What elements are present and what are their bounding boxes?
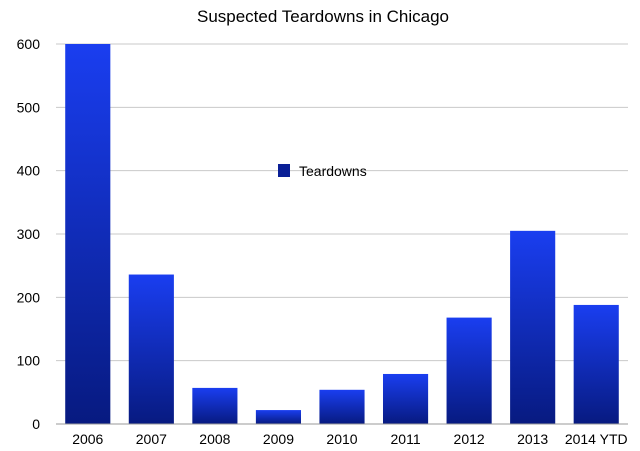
bar-2010 xyxy=(319,389,365,424)
y-tick-label: 0 xyxy=(32,416,40,432)
bar-2014-ytd xyxy=(573,304,619,424)
bar-2012 xyxy=(446,317,492,424)
legend-label-teardowns: Teardowns xyxy=(299,163,367,179)
y-tick-label: 600 xyxy=(17,36,41,52)
bars xyxy=(65,44,619,424)
x-tick-label: 2014 YTD xyxy=(565,431,628,447)
bar-2008 xyxy=(192,387,238,424)
x-tick-label: 2007 xyxy=(136,431,167,447)
chart-title: Suspected Teardowns in Chicago xyxy=(197,7,449,26)
legend: Teardowns xyxy=(278,163,367,179)
x-tick-label: 2010 xyxy=(326,431,357,447)
x-tick-label: 2013 xyxy=(517,431,548,447)
bar-2009 xyxy=(255,410,302,424)
bar-2006 xyxy=(65,44,111,424)
y-tick-label: 300 xyxy=(17,226,41,242)
bar-2013 xyxy=(510,230,556,424)
x-tick-label: 2012 xyxy=(454,431,485,447)
y-tick-label: 500 xyxy=(17,99,41,115)
y-axis-ticks: 0 100 200 300 400 500 600 xyxy=(17,36,41,432)
legend-swatch xyxy=(278,164,290,177)
x-axis-ticks: 2006 2007 2008 2009 2010 2011 2012 2013 2014 YTD xyxy=(72,431,627,447)
bar-2007 xyxy=(128,274,174,424)
x-tick-label: 2008 xyxy=(199,431,230,447)
x-tick-label: 2011 xyxy=(391,431,421,447)
y-tick-label: 200 xyxy=(17,289,41,305)
y-tick-label: 400 xyxy=(17,163,41,179)
x-tick-label: 2009 xyxy=(263,431,294,447)
y-tick-label: 100 xyxy=(17,353,41,369)
bar-2011 xyxy=(382,373,429,424)
x-tick-label: 2006 xyxy=(72,431,103,447)
